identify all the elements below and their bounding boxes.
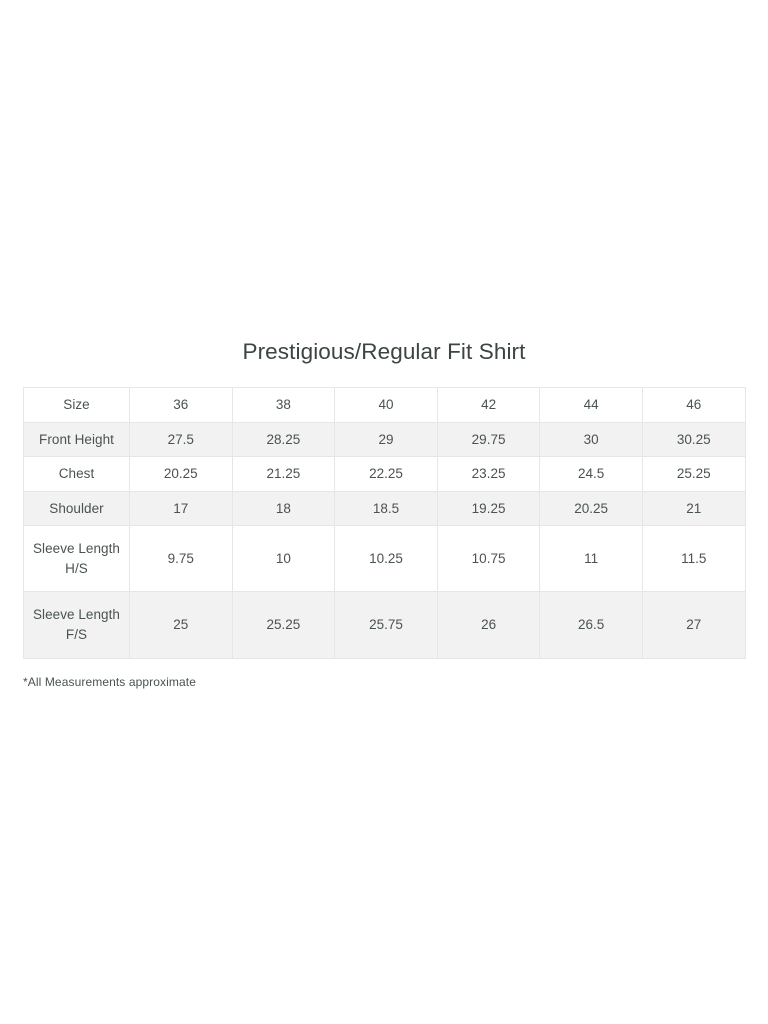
- row-label-shoulder: Shoulder: [23, 490, 130, 527]
- cell-sleeve-fs-42: 26: [436, 591, 541, 659]
- cell-chest-40: 22.25: [334, 456, 438, 492]
- table-row-size: Size 36 38 40 42 44 46: [23, 387, 746, 423]
- cell-front-height-38: 28.25: [231, 421, 336, 458]
- cell-size-46: 46: [641, 387, 746, 423]
- cell-front-height-36: 27.5: [129, 421, 233, 458]
- cell-sleeve-fs-46: 27: [641, 591, 746, 659]
- cell-sleeve-fs-38: 25.25: [231, 591, 336, 659]
- cell-front-height-40: 29: [334, 421, 438, 458]
- cell-sleeve-hs-38: 10: [231, 525, 336, 593]
- cell-sleeve-hs-40: 10.25: [334, 525, 438, 593]
- row-label-front-height: Front Height: [23, 421, 130, 458]
- cell-size-42: 42: [436, 387, 541, 423]
- row-label-size: Size: [23, 387, 130, 423]
- cell-sleeve-fs-40: 25.75: [334, 591, 438, 659]
- size-table-container: Size 36 38 40 42 44 46 Front Height 27.5…: [0, 387, 768, 659]
- cell-sleeve-hs-36: 9.75: [129, 525, 233, 593]
- cell-size-44: 44: [539, 387, 643, 423]
- cell-front-height-46: 30.25: [641, 421, 746, 458]
- row-label-sleeve-length-hs: Sleeve Length H/S: [23, 525, 130, 593]
- cell-size-36: 36: [129, 387, 233, 423]
- cell-shoulder-38: 18: [231, 490, 336, 527]
- page-title: Prestigious/Regular Fit Shirt: [242, 339, 526, 364]
- cell-sleeve-fs-44: 26.5: [539, 591, 643, 659]
- cell-sleeve-hs-44: 11: [539, 525, 643, 593]
- measurements-footnote: *All Measurements approximate: [23, 674, 196, 689]
- table-row-front-height: Front Height 27.5 28.25 29 29.75 30 30.2…: [23, 421, 746, 458]
- cell-shoulder-42: 19.25: [436, 490, 541, 527]
- cell-sleeve-fs-36: 25: [129, 591, 233, 659]
- cell-chest-36: 20.25: [129, 456, 233, 492]
- table-row-shoulder: Shoulder 17 18 18.5 19.25 20.25 21: [23, 490, 746, 527]
- table-row-sleeve-length-hs: Sleeve Length H/S 9.75 10 10.25 10.75 11…: [23, 525, 746, 593]
- cell-chest-46: 25.25: [641, 456, 746, 492]
- cell-chest-38: 21.25: [231, 456, 336, 492]
- size-chart-content: Prestigious/Regular Fit Shirt Size 36: [0, 338, 768, 689]
- cell-chest-44: 24.5: [539, 456, 643, 492]
- size-measurements-table: Size 36 38 40 42 44 46 Front Height 27.5…: [23, 387, 746, 659]
- cell-shoulder-40: 18.5: [334, 490, 438, 527]
- cell-size-40: 40: [334, 387, 438, 423]
- cell-front-height-44: 30: [539, 421, 643, 458]
- table-row-chest: Chest 20.25 21.25 22.25 23.25 24.5 25.25: [23, 456, 746, 492]
- cell-sleeve-hs-46: 11.5: [641, 525, 746, 593]
- cell-shoulder-36: 17: [129, 490, 233, 527]
- table-row-sleeve-length-fs: Sleeve Length F/S 25 25.25 25.75 26 26.5…: [23, 591, 746, 659]
- cell-chest-42: 23.25: [436, 456, 541, 492]
- cell-shoulder-46: 21: [641, 490, 746, 527]
- row-label-sleeve-length-fs: Sleeve Length F/S: [23, 591, 130, 659]
- cell-shoulder-44: 20.25: [539, 490, 643, 527]
- cell-front-height-42: 29.75: [436, 421, 541, 458]
- cell-size-38: 38: [231, 387, 336, 423]
- row-label-chest: Chest: [23, 456, 130, 492]
- cell-sleeve-hs-42: 10.75: [436, 525, 541, 593]
